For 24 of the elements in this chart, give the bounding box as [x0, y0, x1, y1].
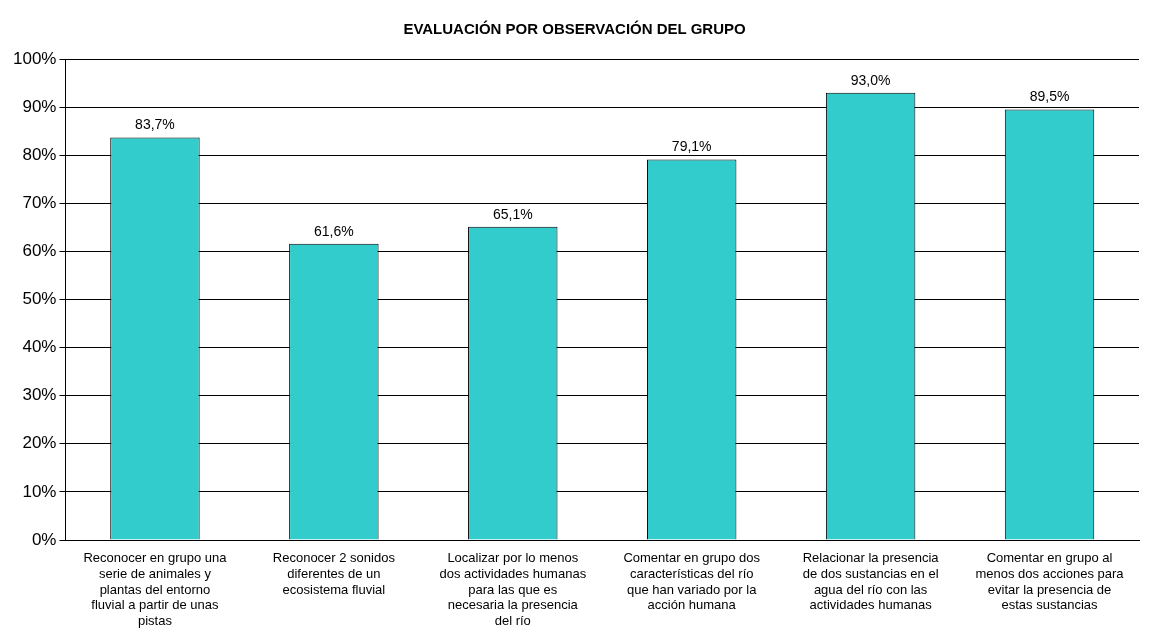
x-tick-label: Localizar por lo menos dos actividades humanas para las que es necesaria la presencia del río: [439, 550, 587, 628]
y-tick-label: 60%: [22, 241, 57, 261]
y-tick-label: 10%: [22, 481, 57, 501]
data-label: 79,1%: [671, 138, 712, 155]
y-tick-label: 50%: [22, 289, 57, 309]
y-tick-label: 100%: [13, 48, 57, 68]
data-label: 93,0%: [850, 71, 891, 88]
y-tick-label: 90%: [22, 96, 57, 116]
y-tick-label: 20%: [22, 433, 57, 453]
chart-title: EVALUACIÓN POR OBSERVACIÓN DEL GRUPO: [403, 20, 746, 38]
y-tick-label: 40%: [22, 337, 57, 357]
y-tick-label: 70%: [22, 192, 57, 212]
data-label: 89,5%: [1029, 88, 1070, 105]
x-tick-label: Reconocer en grupo una serie de animales y plantas del entorno fluvial a partir de unas pistas: [83, 550, 228, 628]
y-tick-label: 0%: [31, 529, 57, 549]
x-tick-label: Reconocer 2 sonidos diferentes de un ecosistema fluvial: [272, 550, 396, 597]
data-label: 61,6%: [314, 222, 354, 239]
x-tick-label: Comentar en grupo al menos dos acciones para evitar la presencia de estas sustancias: [975, 550, 1125, 613]
data-label: 83,7%: [135, 116, 175, 133]
y-tick-label: 30%: [22, 385, 57, 405]
x-tick-label: Relacionar la presencia de dos sustancias en el agua del río con las actividades humanas: [802, 550, 940, 613]
data-label: 65,1%: [492, 205, 533, 222]
y-tick-label: 80%: [22, 144, 57, 164]
x-tick-label: Comentar en grupo dos características del río que han variado por la acción humana: [623, 550, 761, 613]
